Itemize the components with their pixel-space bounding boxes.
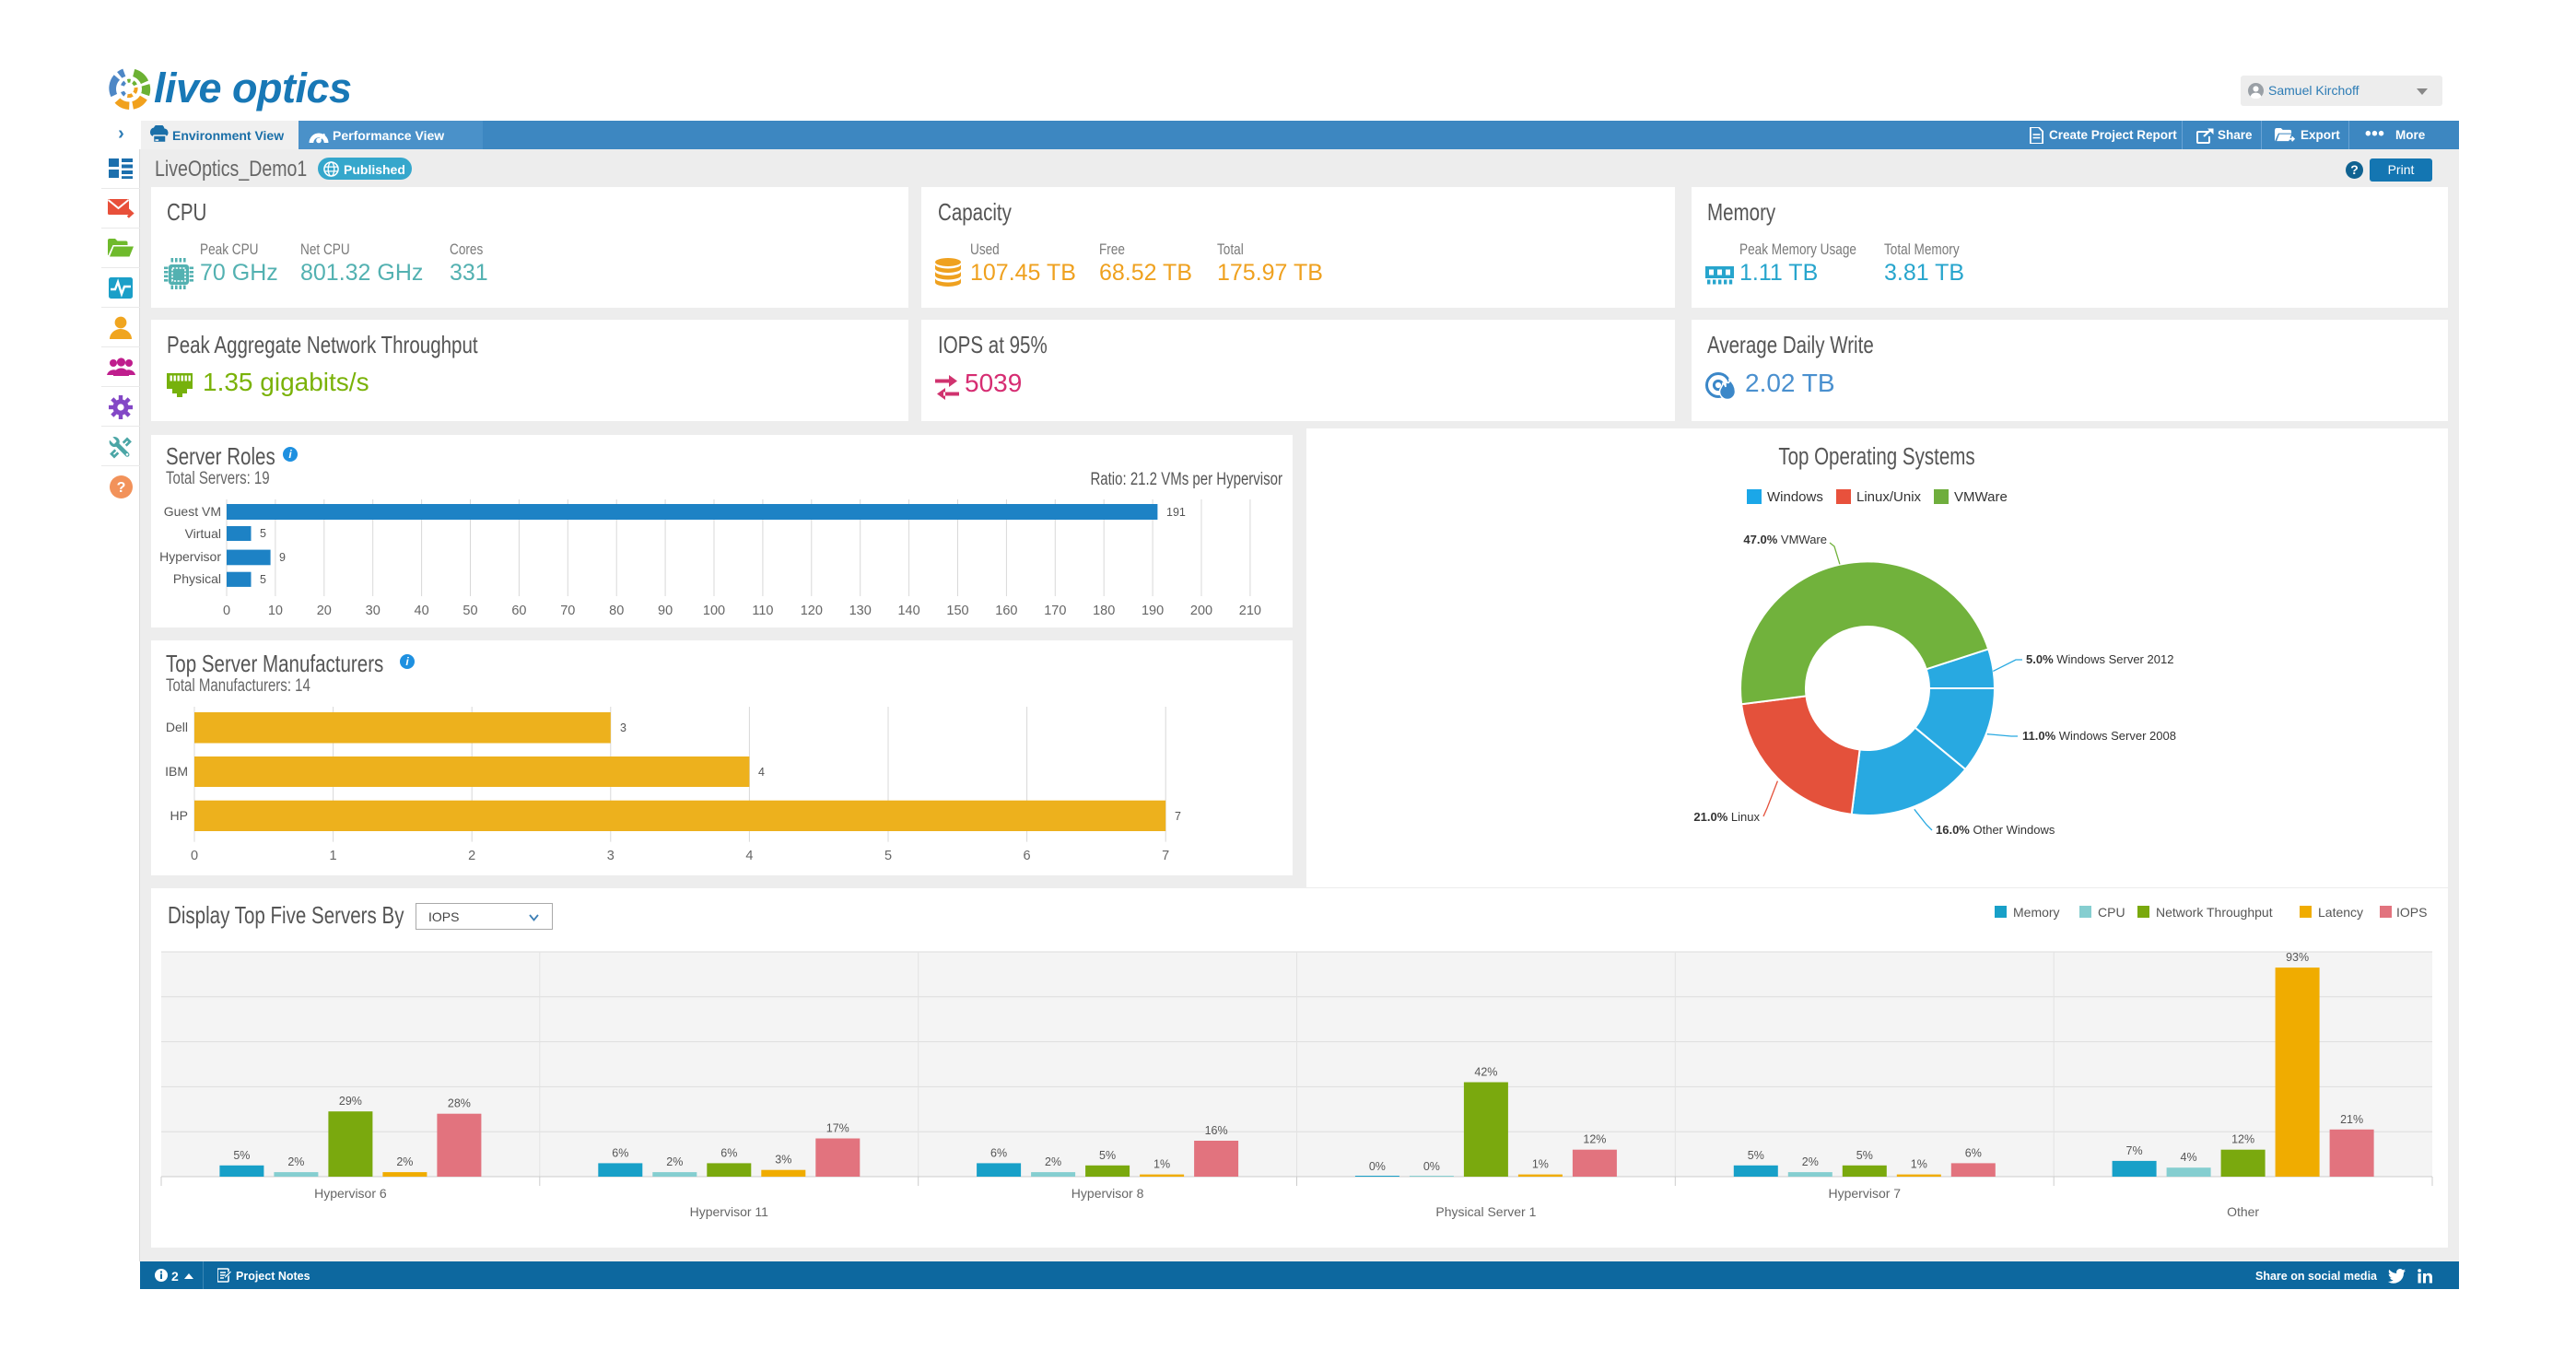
svg-text:2: 2: [468, 849, 475, 863]
svg-text:110: 110: [752, 604, 773, 618]
svg-text:6%: 6%: [990, 1146, 1007, 1159]
svg-text:2%: 2%: [396, 1155, 413, 1168]
svg-text:5%: 5%: [1099, 1149, 1116, 1162]
svg-text:1: 1: [330, 849, 337, 863]
svg-text:42%: 42%: [1474, 1066, 1497, 1079]
svg-text:30: 30: [366, 604, 381, 618]
svg-text:Hypervisor 11: Hypervisor 11: [690, 1204, 769, 1219]
svg-text:20: 20: [317, 604, 332, 618]
svg-text:16.0% Other Windows: 16.0% Other Windows: [1936, 823, 2055, 837]
svg-text:4: 4: [758, 766, 765, 779]
svg-text:2%: 2%: [1045, 1155, 1061, 1168]
svg-text:80: 80: [609, 604, 624, 618]
svg-text:28%: 28%: [448, 1097, 471, 1110]
svg-text:2%: 2%: [287, 1155, 304, 1168]
svg-text:2%: 2%: [666, 1155, 683, 1168]
svg-text:5%: 5%: [233, 1149, 250, 1162]
svg-text:6: 6: [1024, 849, 1031, 863]
svg-text:7%: 7%: [2126, 1144, 2143, 1157]
svg-text:VMWare: VMWare: [1954, 489, 2008, 505]
svg-text:3%: 3%: [775, 1154, 791, 1167]
svg-text:1%: 1%: [1153, 1158, 1170, 1171]
svg-text:1%: 1%: [1532, 1158, 1549, 1171]
svg-text:40: 40: [415, 604, 429, 618]
svg-text:CPU: CPU: [2098, 905, 2125, 920]
svg-text:16%: 16%: [1205, 1124, 1228, 1137]
svg-text:7: 7: [1175, 810, 1181, 823]
svg-text:180: 180: [1093, 604, 1115, 618]
svg-text:11.0% Windows Server 2008: 11.0% Windows Server 2008: [2022, 729, 2176, 743]
svg-text:0%: 0%: [1369, 1160, 1386, 1173]
svg-text:10: 10: [268, 604, 283, 618]
svg-text:191: 191: [1166, 506, 1186, 519]
svg-text:0%: 0%: [1423, 1160, 1440, 1173]
svg-text:Memory: Memory: [2013, 905, 2060, 920]
svg-text:Hypervisor: Hypervisor: [159, 549, 221, 564]
svg-text:Physical: Physical: [173, 571, 221, 586]
svg-text:12%: 12%: [1583, 1133, 1606, 1146]
svg-text:9: 9: [279, 551, 286, 564]
svg-text:170: 170: [1044, 604, 1066, 618]
svg-text:1%: 1%: [1911, 1158, 1927, 1171]
svg-text:3: 3: [607, 849, 615, 863]
svg-text:29%: 29%: [339, 1095, 362, 1108]
svg-text:7: 7: [1162, 849, 1169, 863]
svg-text:5.0% Windows Server 2012: 5.0% Windows Server 2012: [2026, 652, 2173, 666]
svg-text:160: 160: [995, 604, 1017, 618]
svg-text:60: 60: [511, 604, 526, 618]
svg-text:4%: 4%: [2181, 1151, 2197, 1164]
svg-text:47.0% VMWare: 47.0% VMWare: [1743, 533, 1827, 546]
svg-text:Network Throughput: Network Throughput: [2156, 905, 2273, 920]
svg-text:5: 5: [260, 573, 266, 586]
svg-text:17%: 17%: [826, 1122, 849, 1135]
svg-text:100: 100: [703, 604, 725, 618]
svg-text:Windows: Windows: [1767, 489, 1823, 505]
svg-text:IBM: IBM: [165, 764, 188, 779]
svg-text:5%: 5%: [1748, 1149, 1764, 1162]
svg-text:Dell: Dell: [166, 720, 188, 734]
svg-text:Hypervisor 7: Hypervisor 7: [1829, 1186, 1902, 1201]
svg-text:190: 190: [1142, 604, 1164, 618]
svg-text:0: 0: [223, 604, 230, 618]
svg-text:140: 140: [897, 604, 919, 618]
svg-text:90: 90: [658, 604, 673, 618]
svg-text:6%: 6%: [720, 1146, 737, 1159]
svg-text:IOPS: IOPS: [2396, 905, 2427, 920]
svg-text:93%: 93%: [2286, 951, 2309, 964]
svg-text:Physical Server 1: Physical Server 1: [1435, 1204, 1536, 1219]
svg-text:Latency: Latency: [2318, 905, 2363, 920]
svg-text:?: ?: [117, 480, 126, 496]
svg-text:120: 120: [801, 604, 823, 618]
svg-text:50: 50: [463, 604, 477, 618]
svg-text:5: 5: [884, 849, 892, 863]
svg-text:HP: HP: [170, 808, 188, 823]
svg-text:12%: 12%: [2231, 1133, 2254, 1146]
svg-text:130: 130: [849, 604, 872, 618]
svg-text:210: 210: [1239, 604, 1261, 618]
svg-text:Guest VM: Guest VM: [164, 504, 221, 519]
svg-text:Hypervisor 6: Hypervisor 6: [314, 1186, 387, 1201]
svg-text:200: 200: [1190, 604, 1212, 618]
svg-text:70: 70: [560, 604, 575, 618]
svg-text:0: 0: [191, 849, 198, 863]
svg-text:Virtual: Virtual: [185, 526, 221, 541]
svg-text:21.0% Linux: 21.0% Linux: [1693, 810, 1760, 824]
svg-text:3: 3: [620, 721, 626, 734]
svg-text:5%: 5%: [1856, 1149, 1873, 1162]
svg-text:Hypervisor 8: Hypervisor 8: [1071, 1186, 1144, 1201]
svg-text:Top Operating Systems: Top Operating Systems: [1778, 443, 1974, 470]
svg-text:Other: Other: [2227, 1204, 2259, 1219]
svg-text:Linux/Unix: Linux/Unix: [1856, 489, 1922, 505]
svg-text:2%: 2%: [1802, 1155, 1819, 1168]
svg-text:6%: 6%: [1965, 1146, 1982, 1159]
svg-text:5: 5: [260, 527, 266, 540]
svg-text:6%: 6%: [612, 1146, 628, 1159]
svg-text:150: 150: [946, 604, 968, 618]
svg-text:21%: 21%: [2340, 1113, 2363, 1126]
svg-text:4: 4: [745, 849, 753, 863]
